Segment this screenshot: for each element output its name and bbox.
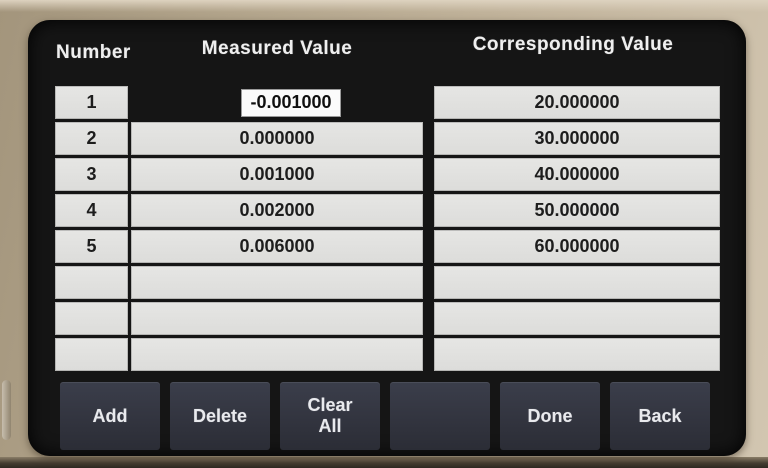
- delete-button[interactable]: Delete: [170, 382, 270, 450]
- column-divider: [426, 230, 431, 263]
- column-header-measured-value: Measured Value: [201, 38, 353, 59]
- device-screen: Number Measured Value Corresponding Valu…: [28, 20, 746, 456]
- corresponding-value-cell[interactable]: 50.000000: [434, 194, 720, 227]
- column-divider: [426, 158, 431, 191]
- measured-value-cell[interactable]: 0.006000: [131, 230, 423, 263]
- done-button[interactable]: Done: [500, 382, 600, 450]
- row-number-cell[interactable]: [55, 302, 128, 335]
- corresponding-value-cell[interactable]: [434, 302, 720, 335]
- corresponding-value: 20.000000: [534, 92, 620, 112]
- table-row: [55, 338, 720, 371]
- casing-ridge: [2, 380, 11, 440]
- corresponding-value-cell[interactable]: 20.000000: [434, 86, 720, 119]
- corresponding-value-cell[interactable]: 60.000000: [434, 230, 720, 263]
- clear-all-button[interactable]: Clear All: [280, 382, 380, 450]
- row-number-cell[interactable]: 3: [55, 158, 128, 191]
- measured-value-cell[interactable]: 0.000000: [131, 122, 423, 155]
- measured-value-cell[interactable]: -0.001000: [131, 86, 423, 119]
- row-number-cell[interactable]: 4: [55, 194, 128, 227]
- back-button[interactable]: Back: [610, 382, 710, 450]
- table-row: [55, 302, 720, 335]
- softkey-bar: Add Delete Clear All Done Back: [60, 382, 710, 450]
- table-row: 3 0.001000 40.000000: [55, 158, 720, 191]
- softkey-blank: [390, 382, 490, 450]
- measured-value: 0.002000: [239, 200, 315, 220]
- corresponding-value: 60.000000: [534, 236, 620, 256]
- row-number-label: 5: [86, 236, 97, 256]
- casing-bevel: [0, 0, 768, 12]
- table-row: 2 0.000000 30.000000: [55, 122, 720, 155]
- corresponding-value: 30.000000: [534, 128, 620, 148]
- row-number-label: 4: [86, 200, 97, 220]
- table-row: 5 0.006000 60.000000: [55, 230, 720, 263]
- measured-value-cell[interactable]: [131, 266, 423, 299]
- measured-value-cell[interactable]: [131, 302, 423, 335]
- row-number-cell[interactable]: [55, 266, 128, 299]
- row-number-cell[interactable]: 1: [55, 86, 128, 119]
- corresponding-value: 40.000000: [534, 164, 620, 184]
- measured-value-cell[interactable]: 0.002000: [131, 194, 423, 227]
- calibration-table: 1 -0.001000 20.000000 2 0.000000 30.0000…: [55, 86, 720, 371]
- table-row: 4 0.002000 50.000000: [55, 194, 720, 227]
- measured-value: 0.001000: [239, 164, 315, 184]
- casing-groove: [0, 457, 768, 468]
- table-row: 1 -0.001000 20.000000: [55, 86, 720, 119]
- measured-value: 0.000000: [239, 128, 315, 148]
- row-number-cell[interactable]: 5: [55, 230, 128, 263]
- corresponding-value-cell[interactable]: 40.000000: [434, 158, 720, 191]
- add-button[interactable]: Add: [60, 382, 160, 450]
- column-header-number: Number: [56, 42, 131, 63]
- column-divider: [426, 338, 431, 371]
- row-number-label: 2: [86, 128, 97, 148]
- column-divider: [426, 122, 431, 155]
- corresponding-value-cell[interactable]: [434, 266, 720, 299]
- measured-value: 0.006000: [239, 236, 315, 256]
- measured-value-input[interactable]: -0.001000: [241, 88, 341, 117]
- corresponding-value-cell[interactable]: 30.000000: [434, 122, 720, 155]
- column-divider: [426, 194, 431, 227]
- column-divider: [426, 86, 431, 119]
- measured-value-cell[interactable]: 0.001000: [131, 158, 423, 191]
- row-number-label: 1: [86, 92, 97, 112]
- row-number-cell[interactable]: 2: [55, 122, 128, 155]
- corresponding-value: 50.000000: [534, 200, 620, 220]
- row-number-cell[interactable]: [55, 338, 128, 371]
- column-header-corresponding-value: Corresponding Value: [472, 34, 674, 55]
- measured-value-cell[interactable]: [131, 338, 423, 371]
- column-divider: [426, 302, 431, 335]
- corresponding-value-cell[interactable]: [434, 338, 720, 371]
- table-row: [55, 266, 720, 299]
- row-number-label: 3: [86, 164, 97, 184]
- column-divider: [426, 266, 431, 299]
